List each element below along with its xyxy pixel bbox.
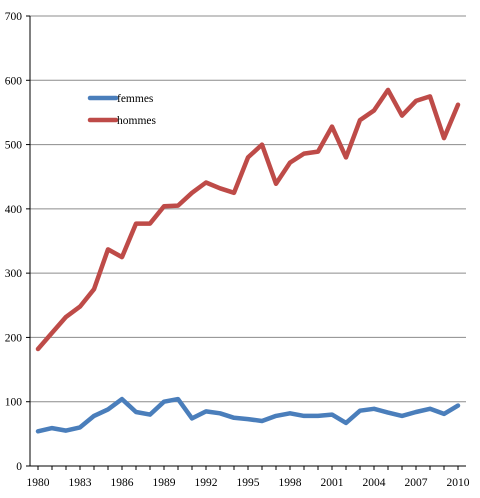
x-tick-label: 1986: [111, 477, 134, 489]
y-tick-label: 700: [5, 11, 23, 23]
y-tick-label: 0: [16, 461, 22, 473]
x-tick-label: 2007: [405, 477, 428, 489]
y-tick-label: 200: [5, 332, 23, 344]
series-line-femmes: [35, 396, 461, 434]
y-tick-label: 300: [5, 268, 23, 280]
x-tick-label: 1998: [279, 477, 302, 489]
y-tick-label: 500: [5, 140, 23, 152]
series-line-hommes: [35, 87, 461, 352]
x-tick-label: 1995: [237, 477, 260, 489]
x-tick-label: 1980: [27, 477, 50, 489]
x-tick-label: 1983: [69, 477, 92, 489]
legend-label-hommes: hommes: [117, 115, 156, 127]
series-lines: [35, 87, 461, 434]
x-tick-label: 2001: [321, 477, 344, 489]
x-tick-labels: 1980 1983 1986 1989 1992 1995 1998 2001 2004 2007…: [27, 477, 470, 489]
legend: femmes hommes: [87, 93, 156, 127]
x-tick-label: 1989: [153, 477, 176, 489]
legend-label-femmes: femmes: [117, 93, 154, 105]
y-tick-labels: 0 100 200 300 400 500 600 700: [5, 11, 23, 473]
gridlines: [30, 15, 466, 403]
axes: [26, 15, 466, 470]
y-tick-label: 100: [5, 397, 23, 409]
y-tick-label: 600: [5, 75, 23, 87]
y-tick-label: 400: [5, 204, 23, 216]
x-tick-label: 2010: [447, 477, 470, 489]
x-tick-label: 2004: [363, 477, 386, 489]
x-tick-label: 1992: [195, 477, 218, 489]
